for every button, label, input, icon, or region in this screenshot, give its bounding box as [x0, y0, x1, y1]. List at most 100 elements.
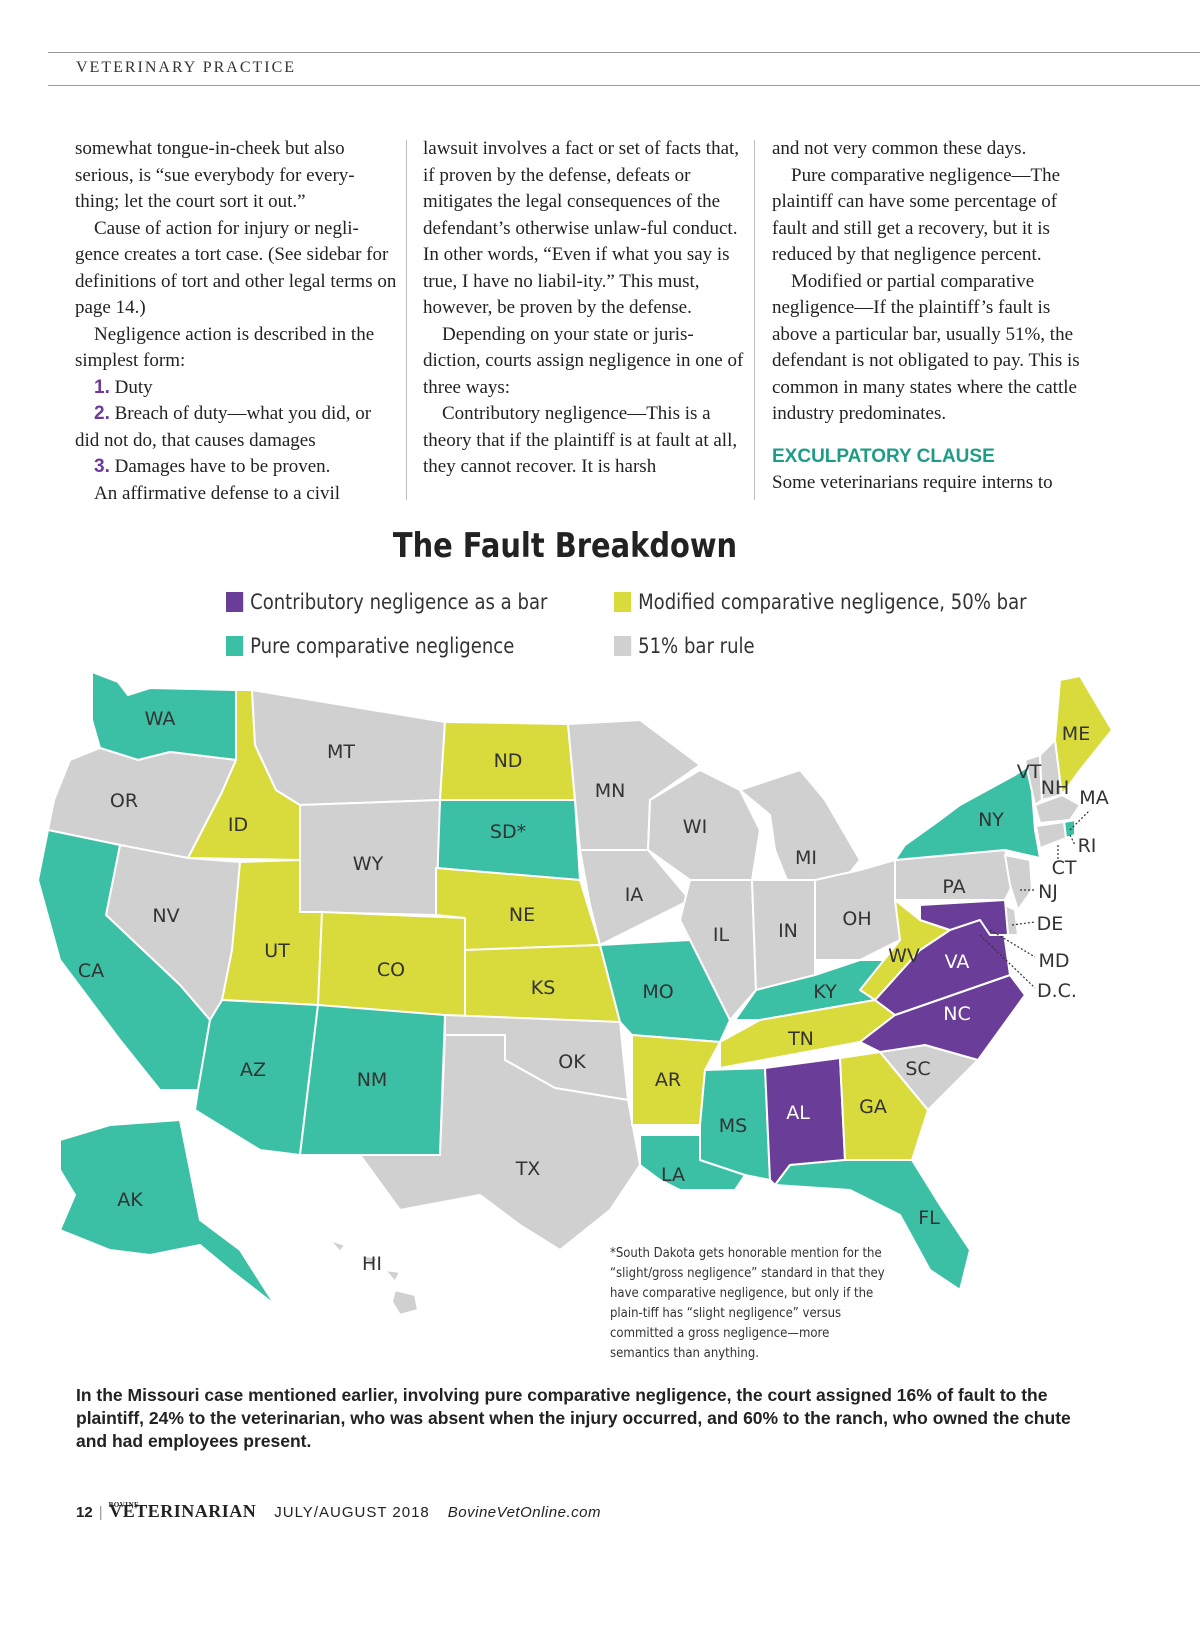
paragraph: Cause of action for injury or negli-genc… — [75, 217, 397, 319]
chart-title: The Fault Breakdown — [392, 526, 738, 566]
legend-contributory: Contributory negligence as a bar — [226, 590, 547, 614]
label-nc: NC — [943, 1003, 970, 1025]
legend-swatch — [226, 592, 244, 612]
legend-swatch — [614, 592, 632, 612]
label-mt: MT — [327, 741, 355, 763]
label-il: IL — [713, 924, 730, 946]
label-nj: NJ — [1038, 881, 1058, 903]
paragraph: An affirmative defense to a civil — [94, 482, 341, 504]
page-number: 12 — [76, 1504, 93, 1521]
paragraph: somewhat tongue-in-cheek but also seriou… — [75, 138, 355, 212]
label-tx: TX — [515, 1158, 541, 1180]
chart-footnote: *South Dakota gets honorable mention for… — [610, 1246, 885, 1361]
page-footer: 12 | BOVINEVETERINARIAN JULY/AUGUST 2018 Bov… — [76, 1501, 601, 1522]
label-or: OR — [110, 790, 138, 812]
label-fl: FL — [918, 1207, 940, 1229]
list-number: 1. — [94, 376, 110, 398]
state-nj — [1004, 854, 1033, 911]
label-ne: NE — [509, 904, 535, 926]
state-ia — [579, 849, 691, 946]
paragraph: Pure comparative negligence—The plaintif… — [772, 164, 1061, 266]
label-md: MD — [1038, 950, 1069, 972]
state-hi — [329, 1239, 419, 1315]
label-hi: HI — [362, 1253, 382, 1275]
us-map: WA OR ID MT ND SD* WY NV CA UT CO NE KS … — [37, 671, 1113, 1315]
caption: In the Missouri case mentioned earlier, … — [76, 1385, 1071, 1451]
section-title: VETERINARY PRACTICE — [76, 59, 297, 76]
issue-date: JULY/AUGUST 2018 — [274, 1504, 430, 1521]
label-ga: GA — [859, 1096, 887, 1118]
paragraph: Depending on your state or juris-diction… — [423, 323, 744, 398]
label-wa: WA — [145, 708, 176, 730]
magazine-logo: BOVINEVETERINARIAN — [109, 1501, 257, 1521]
legend-label: Pure comparative negligence — [250, 634, 515, 658]
list-text: Damages have to be proven. — [114, 456, 331, 477]
state-wv — [859, 899, 951, 1001]
list-text: Breach of duty—what you did, or did not … — [75, 403, 372, 451]
article-column-2: lawsuit involves a fact or set of facts … — [423, 136, 745, 481]
label-sd: SD* — [490, 821, 526, 843]
label-de: DE — [1037, 913, 1064, 935]
label-nv: NV — [152, 905, 179, 927]
label-ok: OK — [558, 1051, 586, 1073]
paragraph: Contributory negligence—This is a theory… — [423, 403, 738, 477]
label-ut: UT — [264, 940, 290, 962]
label-ri: RI — [1078, 835, 1097, 857]
label-sc: SC — [905, 1058, 930, 1080]
state-tx — [359, 1034, 641, 1251]
state-md — [919, 899, 1009, 936]
label-nd: ND — [494, 750, 523, 772]
list-number: 3. — [94, 456, 110, 477]
column-divider — [406, 140, 407, 500]
label-ca: CA — [78, 960, 104, 982]
label-tn: TN — [787, 1028, 814, 1050]
label-pa: PA — [942, 876, 965, 898]
paragraph: Modified or partial comparative negligen… — [772, 270, 1080, 425]
list-item: 1. Duty — [75, 375, 397, 402]
logo-text: VETERINARIAN — [109, 1501, 257, 1521]
logo-small: BOVINE — [108, 1501, 140, 1509]
state-ma — [1034, 794, 1081, 824]
label-al: AL — [786, 1102, 810, 1124]
label-wv: WV — [888, 945, 920, 967]
label-ma: MA — [1079, 787, 1108, 809]
state-me — [1054, 675, 1113, 796]
label-az: AZ — [240, 1059, 266, 1081]
legend-51-bar: 51% bar rule — [614, 634, 755, 658]
legend-label: 51% bar rule — [638, 634, 755, 658]
paragraph: and not very common these days. — [772, 138, 1027, 159]
label-me: ME — [1062, 723, 1090, 745]
label-ia: IA — [625, 884, 644, 906]
state-ak — [59, 1119, 276, 1306]
label-vt: VT — [1017, 761, 1042, 783]
subheading: EXCULPATORY CLAUSE — [772, 445, 995, 467]
label-wy: WY — [353, 853, 384, 875]
label-co: CO — [377, 959, 405, 981]
label-ny: NY — [978, 809, 1004, 831]
article-column-3: and not very common these days. Pure com… — [772, 136, 1094, 497]
label-ct: CT — [1052, 857, 1077, 879]
label-in: IN — [778, 920, 798, 942]
article-column-1: somewhat tongue-in-cheek but also seriou… — [75, 136, 397, 507]
paragraph: lawsuit involves a fact or set of facts … — [423, 138, 740, 318]
label-oh: OH — [842, 908, 871, 930]
label-wi: WI — [683, 816, 707, 838]
label-ky: KY — [813, 981, 837, 1003]
legend-swatch — [226, 636, 244, 656]
label-ks: KS — [531, 977, 556, 999]
label-la: LA — [661, 1164, 685, 1186]
label-mi: MI — [795, 847, 817, 869]
label-id: ID — [228, 814, 248, 836]
legend-modified: Modified comparative negligence, 50% bar — [614, 590, 1027, 614]
leader-lines — [979, 809, 1091, 989]
label-mn: MN — [595, 780, 626, 802]
label-nh: NH — [1041, 777, 1070, 799]
legend-swatch — [614, 636, 632, 656]
list-number: 2. — [94, 403, 110, 424]
separator: | — [98, 1504, 103, 1521]
legend-label: Contributory negligence as a bar — [250, 590, 548, 614]
label-mo: MO — [642, 981, 673, 1003]
label-va: VA — [945, 951, 970, 973]
state-fl — [774, 1159, 971, 1291]
state-ga — [839, 1051, 929, 1161]
